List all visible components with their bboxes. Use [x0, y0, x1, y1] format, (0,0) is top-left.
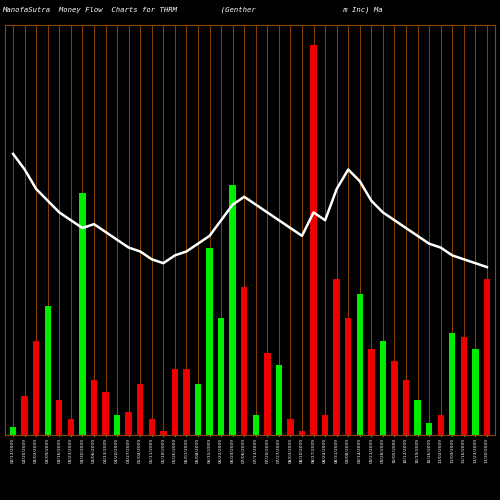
Bar — [438, 416, 444, 435]
Bar — [460, 338, 467, 435]
Bar — [252, 416, 259, 435]
Bar — [299, 431, 305, 435]
Bar — [403, 380, 409, 435]
Bar — [91, 380, 97, 435]
Bar — [484, 279, 490, 435]
Bar — [380, 342, 386, 435]
Bar — [33, 342, 40, 435]
Bar — [426, 424, 432, 435]
Bar — [288, 420, 294, 435]
Bar — [392, 361, 398, 435]
Bar — [184, 368, 190, 435]
Bar — [195, 384, 201, 435]
Bar — [230, 185, 236, 435]
Bar — [449, 334, 456, 435]
Bar — [160, 431, 166, 435]
Bar — [102, 392, 108, 435]
Bar — [44, 306, 51, 435]
Bar — [264, 353, 270, 435]
Bar — [241, 286, 248, 435]
Bar — [414, 400, 420, 435]
Bar — [56, 400, 62, 435]
Bar — [114, 416, 120, 435]
Bar — [310, 44, 316, 435]
Bar — [334, 279, 340, 435]
Bar — [276, 364, 282, 435]
Text: ManofaSutra  Money Flow  Charts for THRM          (Genther                    m : ManofaSutra Money Flow Charts for THRM (… — [2, 6, 383, 12]
Bar — [206, 248, 212, 435]
Bar — [472, 349, 478, 435]
Bar — [172, 368, 178, 435]
Bar — [68, 420, 74, 435]
Bar — [218, 318, 224, 435]
Bar — [345, 318, 352, 435]
Bar — [322, 416, 328, 435]
Bar — [10, 427, 16, 435]
Bar — [148, 420, 155, 435]
Bar — [22, 396, 28, 435]
Bar — [126, 412, 132, 435]
Bar — [80, 193, 86, 435]
Bar — [137, 384, 143, 435]
Bar — [368, 349, 374, 435]
Bar — [356, 294, 363, 435]
